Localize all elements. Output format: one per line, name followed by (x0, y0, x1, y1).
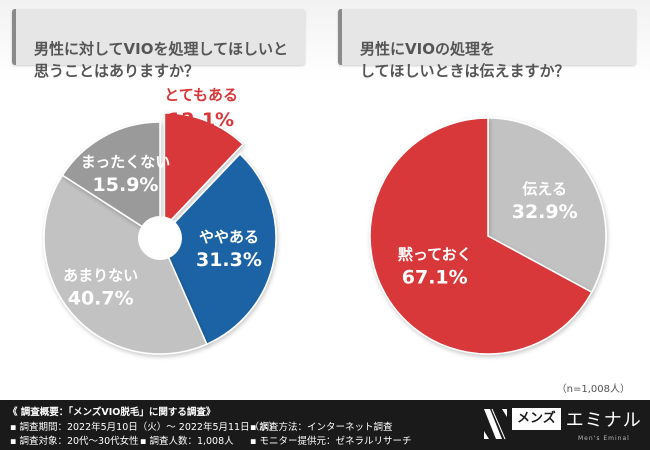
survey-provider: モニター提供元：ゼネラルリサーチ (250, 433, 411, 447)
chart1-label-1: ややある (199, 228, 259, 246)
survey-method: 調査方法：インターネット調査 (250, 419, 392, 433)
brand-tagline: Men's Eminal (578, 435, 630, 442)
chart1-slice-0 (163, 112, 245, 229)
brand-logo: メンズ エミナル Men's Eminal (478, 404, 644, 446)
question-1-box: 男性に対してVIOを処理してほしいと 思うことはありますか？ (12, 9, 305, 80)
chart1-value-2: 40.7% (68, 288, 134, 310)
chart2-value-1: 67.1% (402, 267, 468, 289)
chart1-label-0: とてもある (164, 86, 238, 104)
survey-target: 調査対象：20代～30代女性 (10, 433, 138, 447)
chart2-label-1: 黙っておく (398, 246, 472, 264)
survey-summary-title: 《 調査概要：「メンズVIO脱毛」に関する調査》 (8, 407, 216, 418)
survey-period: 調査期間：2022年5月10日（火）～ 2022年5月11日（水） (10, 419, 278, 433)
question-2-text: 男性にVIOの処理を してほしいときは伝えますか？ (360, 40, 570, 80)
survey-respondents: 調査人数：1,008人 (140, 433, 233, 447)
chart1-center-hole (138, 216, 182, 260)
chart2-label-0: 伝える (522, 180, 567, 198)
brand-name-box: メンズ (512, 408, 561, 430)
brand-mark-icon (484, 408, 507, 440)
chart-1-donut: とてもある 12.1% ややある 31.3% あまりない 40.7% まったくない 15.9% (43, 86, 277, 355)
chart1-value-1: 31.3% (196, 249, 262, 271)
chart1-slice-1 (159, 152, 277, 346)
chart1-value-3: 15.9% (93, 174, 159, 196)
chart2-slice-1 (369, 117, 593, 355)
sample-size-note: （n=1,008人） (556, 384, 630, 395)
chart1-slice-2 (43, 174, 208, 355)
question-2-box: 男性にVIOの処理を してほしいときは伝えますか？ (338, 9, 636, 80)
chart1-label-3: まったくない (81, 153, 170, 171)
chart2-value-0: 32.9% (512, 201, 578, 223)
question-1-text: 男性に対してVIOを処理してほしいと 思うことはありますか？ (34, 40, 289, 80)
brand-name: エミナル (565, 410, 642, 431)
chart-2-pie: 伝える 32.9% 黙っておく 67.1% (369, 117, 607, 355)
chart1-value-0: 12.1% (168, 109, 234, 131)
chart1-label-2: あまりない (63, 267, 138, 285)
chart1-slice-3 (61, 121, 161, 240)
chart2-slice-0 (487, 117, 607, 294)
